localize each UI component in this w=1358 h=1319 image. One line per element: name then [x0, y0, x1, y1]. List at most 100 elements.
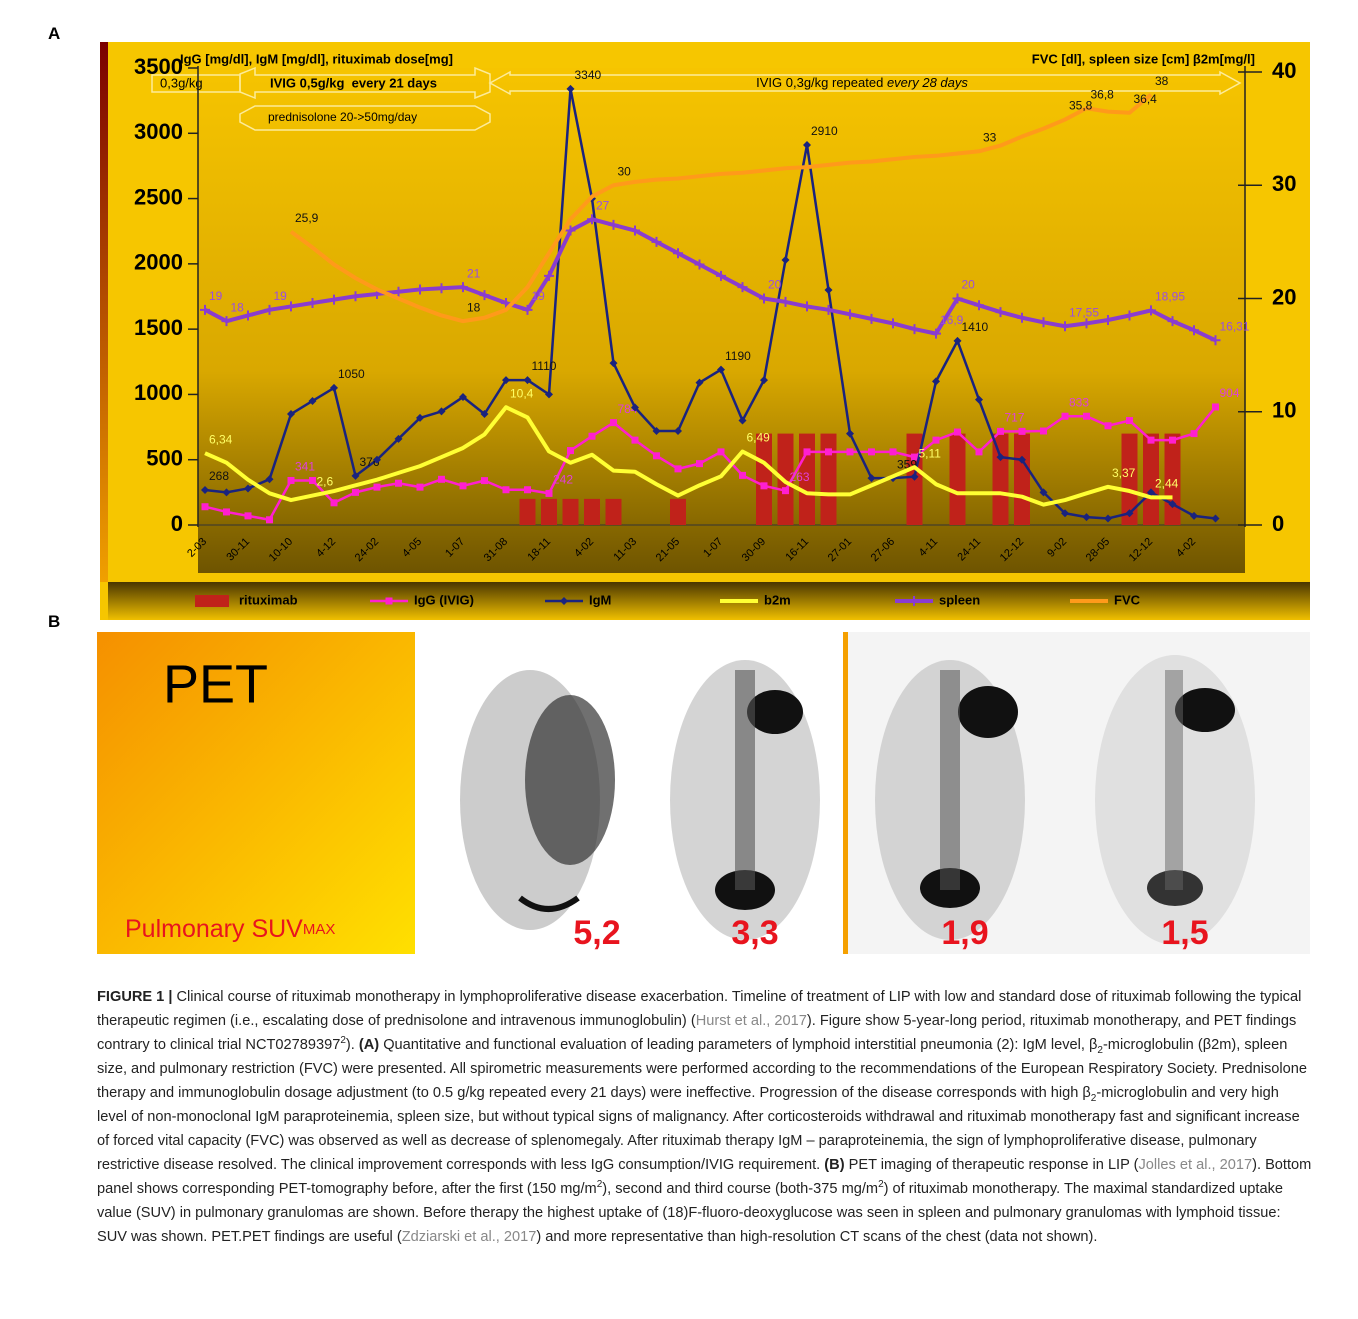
- pet-panel: PET Pulmonary SUVMAX 5,2 3,3 1,9 1,5: [97, 632, 1310, 954]
- marker: [824, 285, 833, 294]
- marker: [974, 300, 984, 311]
- marker: [1082, 513, 1091, 522]
- marker: [481, 477, 488, 485]
- marker: [459, 393, 467, 402]
- marker: [739, 471, 746, 479]
- marker: [825, 448, 832, 456]
- marker: [479, 290, 490, 301]
- legend-label: FVC: [1114, 592, 1141, 607]
- data-label: 16,9: [940, 313, 964, 327]
- marker: [1061, 509, 1069, 518]
- suv-value: 1,5: [1161, 914, 1208, 952]
- marker: [694, 259, 705, 270]
- suv-value: 3,3: [731, 914, 778, 952]
- marker: [266, 516, 273, 524]
- data-label: 20: [962, 278, 976, 292]
- caption-text: ) and more representative than high-reso…: [536, 1229, 1098, 1245]
- plot-area: [198, 68, 1245, 573]
- marker: [307, 298, 318, 309]
- marker: [244, 484, 252, 493]
- marker: [717, 448, 725, 456]
- marker: [1040, 427, 1047, 435]
- marker: [416, 483, 424, 491]
- annotation: every 28 days: [887, 75, 968, 90]
- marker: [1190, 430, 1198, 438]
- chart: 0,3g/kg IVIG 0,5g/kg every 21 days predn…: [100, 42, 1310, 620]
- marker: [501, 298, 511, 309]
- marker: [716, 270, 726, 281]
- data-label: 904: [1220, 386, 1240, 400]
- marker: [201, 486, 209, 495]
- marker: [932, 436, 940, 444]
- marker: [308, 396, 317, 405]
- marker: [803, 141, 811, 150]
- caption-text: -microglobulin (β2m), spleen size, and p…: [97, 1037, 1307, 1101]
- marker: [385, 597, 393, 605]
- marker: [651, 236, 662, 247]
- marker: [717, 365, 725, 374]
- marker: [1104, 514, 1112, 523]
- marker: [610, 419, 617, 427]
- marker: [866, 313, 877, 324]
- marker: [695, 378, 704, 387]
- marker: [631, 403, 639, 412]
- y2-axis-title: FVC [dl], spleen size [cm] β2m[mg/l]: [1032, 51, 1255, 66]
- scan-bg: [848, 632, 1310, 954]
- marker: [373, 483, 381, 491]
- y-tick-label: 2000: [134, 250, 183, 275]
- data-label: 17,55: [1069, 305, 1099, 319]
- pet-label: Pulmonary SUVMAX: [125, 915, 335, 943]
- caption-sub: 2: [1090, 1092, 1097, 1104]
- data-label: 35,8: [1069, 99, 1093, 113]
- marker: [1018, 455, 1026, 464]
- marker: [737, 282, 748, 293]
- y-tick-label: 500: [146, 446, 183, 471]
- marker: [265, 475, 274, 484]
- marker: [350, 291, 361, 302]
- marker: [329, 294, 339, 305]
- caption-text: ). Bottom panel shows corresponding PET-…: [97, 1157, 1312, 1197]
- reference-link[interactable]: Hurst et al., 2017: [695, 1013, 807, 1029]
- marker: [438, 475, 445, 483]
- marker: [201, 503, 209, 511]
- annotation: IVIG 0,5g/kg every 21 days: [270, 75, 437, 90]
- pet-label-sub: MAX: [303, 921, 336, 938]
- y-tick-label: 2500: [134, 184, 183, 209]
- marker: [846, 448, 854, 456]
- caption-text: Quantitative and functional evaluation o…: [379, 1037, 1098, 1053]
- marker: [803, 448, 811, 456]
- marker: [932, 377, 940, 386]
- data-label: 1190: [725, 349, 751, 363]
- marker: [696, 460, 703, 468]
- series-line: [204, 87, 1216, 520]
- bar: [799, 433, 815, 525]
- marker: [1017, 312, 1027, 323]
- reference-link[interactable]: Jolles et al., 2017: [1138, 1157, 1253, 1173]
- annotation: prednisolone 20->50mg/day: [268, 110, 417, 124]
- reference-link[interactable]: Zdziarski et al., 2017: [401, 1229, 537, 1245]
- data-label: 10,4: [510, 386, 534, 400]
- marker: [781, 255, 790, 264]
- data-label: 27: [596, 198, 610, 212]
- suv-value: 5,2: [573, 914, 620, 952]
- marker: [760, 482, 768, 490]
- marker: [287, 410, 295, 419]
- bar: [1014, 433, 1030, 525]
- marker: [674, 465, 682, 473]
- data-label: 6,49: [747, 431, 771, 445]
- data-label: 6,34: [209, 432, 233, 446]
- marker: [587, 214, 597, 225]
- marker: [1104, 422, 1112, 430]
- marker: [243, 310, 253, 321]
- bar: [670, 498, 686, 525]
- marker: [823, 304, 834, 315]
- marker: [609, 359, 618, 368]
- marker: [1146, 305, 1156, 316]
- marker: [911, 453, 918, 461]
- marker: [395, 479, 402, 487]
- caption-text: PET imaging of therapeutic response in L…: [844, 1157, 1139, 1173]
- marker: [330, 499, 338, 507]
- marker: [351, 471, 360, 480]
- marker: [416, 413, 424, 422]
- data-label: 263: [790, 470, 810, 484]
